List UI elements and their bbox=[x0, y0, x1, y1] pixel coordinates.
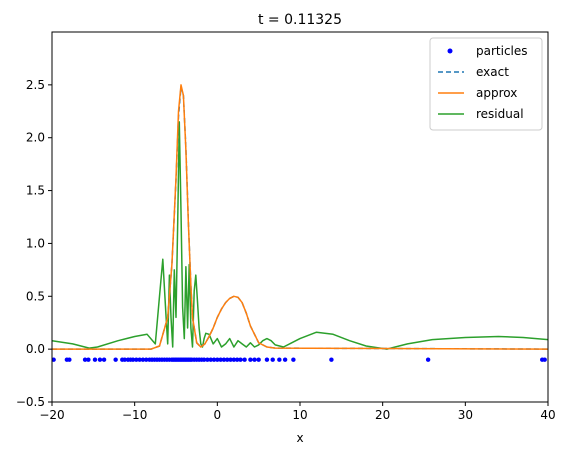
x-tick-label: 10 bbox=[292, 408, 307, 422]
particle-point bbox=[238, 357, 243, 362]
x-axis: −20 −10 0 10 20 30 40 bbox=[39, 402, 556, 422]
legend-label-exact: exact bbox=[476, 65, 509, 79]
particle-point bbox=[225, 357, 230, 362]
particle-point bbox=[256, 357, 261, 362]
particle-point bbox=[137, 357, 142, 362]
particle-point bbox=[82, 357, 88, 362]
particle-point bbox=[92, 357, 98, 362]
particle-point bbox=[270, 357, 275, 362]
y-tick-label: 1.5 bbox=[26, 184, 45, 198]
particle-point bbox=[211, 357, 217, 362]
particle-point bbox=[234, 357, 240, 362]
particle-point bbox=[144, 357, 149, 362]
particle-point bbox=[215, 357, 220, 362]
particle-point bbox=[425, 357, 431, 362]
particle-point bbox=[248, 357, 253, 362]
particle-point bbox=[208, 357, 213, 362]
particle-point bbox=[86, 357, 91, 362]
series-approx-line bbox=[52, 84, 548, 350]
x-tick-label: 40 bbox=[540, 408, 555, 422]
particle-point bbox=[242, 357, 247, 362]
particle-point bbox=[228, 357, 233, 362]
particle-point bbox=[264, 357, 270, 362]
particle-point bbox=[277, 357, 282, 362]
particle-point bbox=[252, 357, 257, 362]
particle-point bbox=[140, 357, 146, 362]
particle-point bbox=[221, 357, 227, 362]
particle-point bbox=[282, 357, 288, 362]
particle-point bbox=[134, 357, 139, 362]
particle-point bbox=[130, 357, 136, 362]
legend-label-approx: approx bbox=[476, 86, 517, 100]
y-tick-label: 1.0 bbox=[26, 236, 45, 250]
particle-point bbox=[122, 357, 127, 362]
particle-point bbox=[542, 357, 547, 362]
chart-title: t = 0.11325 bbox=[258, 12, 342, 28]
particle-point bbox=[329, 357, 334, 362]
y-tick-label: −0.5 bbox=[16, 395, 45, 409]
particle-point bbox=[101, 357, 107, 362]
y-axis: −0.5 0.0 0.5 1.0 1.5 2.0 2.5 bbox=[16, 78, 52, 409]
y-tick-label: 0.5 bbox=[26, 289, 45, 303]
x-tick-label: 0 bbox=[214, 408, 222, 422]
legend-label-residual: residual bbox=[476, 107, 524, 121]
x-tick-label: 30 bbox=[458, 408, 473, 422]
y-tick-label: 2.0 bbox=[26, 131, 45, 145]
y-tick-label: 2.5 bbox=[26, 78, 45, 92]
particle-point bbox=[67, 357, 72, 362]
particle-point bbox=[97, 357, 103, 362]
series-layer bbox=[52, 84, 548, 362]
legend-marker-particles bbox=[447, 48, 453, 54]
y-tick-label: 0.0 bbox=[26, 342, 45, 356]
particle-point bbox=[113, 357, 118, 362]
x-tick-label: 20 bbox=[375, 408, 390, 422]
particle-point bbox=[231, 357, 237, 362]
particle-point bbox=[291, 357, 296, 362]
x-tick-label: −10 bbox=[122, 408, 147, 422]
legend-label-particles: particles bbox=[476, 44, 528, 58]
legend-box bbox=[429, 37, 543, 131]
series-residual-line bbox=[52, 121, 548, 350]
particle-point bbox=[201, 357, 207, 362]
particle-point bbox=[205, 357, 210, 362]
particle-point bbox=[52, 357, 56, 362]
particle-point bbox=[218, 357, 223, 362]
x-tick-label: −20 bbox=[39, 408, 64, 422]
x-axis-label: x bbox=[296, 431, 303, 445]
legend: particles exact approx residual bbox=[429, 37, 543, 131]
